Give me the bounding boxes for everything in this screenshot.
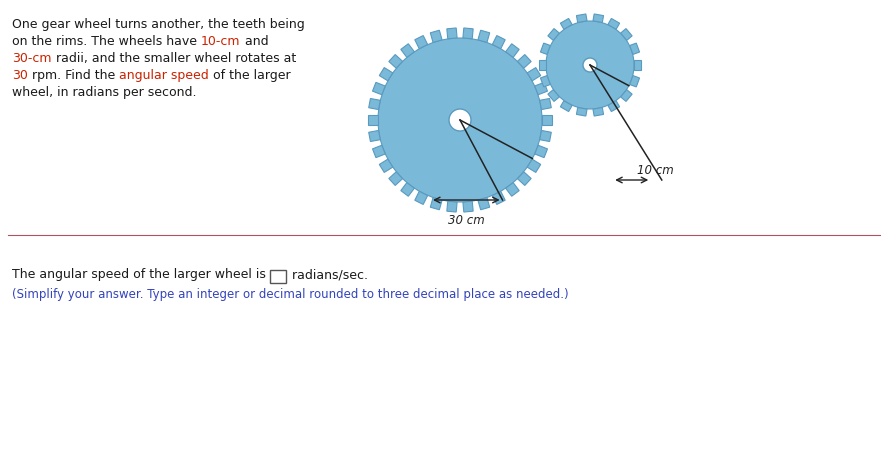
Polygon shape (379, 67, 392, 81)
Text: (Simplify your answer. Type an integer or decimal rounded to three decimal place: (Simplify your answer. Type an integer o… (12, 288, 568, 301)
Text: One gear wheel turns another, the teeth being: One gear wheel turns another, the teeth … (12, 18, 305, 31)
Polygon shape (447, 28, 457, 39)
Polygon shape (400, 44, 415, 57)
Polygon shape (542, 116, 552, 125)
Polygon shape (379, 159, 392, 172)
Text: The angular speed of the larger wheel is: The angular speed of the larger wheel is (12, 268, 270, 281)
Polygon shape (505, 182, 519, 196)
Text: 30: 30 (12, 69, 28, 82)
Text: 30 cm: 30 cm (448, 214, 485, 227)
Polygon shape (560, 101, 572, 111)
Text: angular speed: angular speed (119, 69, 209, 82)
Polygon shape (527, 159, 541, 172)
Polygon shape (400, 182, 415, 196)
Polygon shape (368, 116, 378, 125)
Polygon shape (634, 60, 641, 70)
Polygon shape (447, 201, 457, 212)
Polygon shape (541, 76, 551, 87)
Polygon shape (431, 30, 442, 43)
Text: 30-cm: 30-cm (12, 52, 52, 65)
Polygon shape (535, 145, 548, 158)
Text: 10-cm: 10-cm (201, 35, 241, 48)
Polygon shape (548, 90, 559, 102)
Bar (270, 270, 286, 283)
Polygon shape (389, 55, 402, 68)
Polygon shape (548, 29, 559, 40)
Polygon shape (608, 101, 620, 111)
Polygon shape (593, 14, 604, 23)
Circle shape (546, 21, 634, 109)
Polygon shape (535, 82, 548, 95)
Polygon shape (369, 98, 380, 109)
Polygon shape (630, 43, 639, 55)
Polygon shape (372, 82, 385, 95)
Polygon shape (415, 36, 428, 49)
Text: rpm. Find the: rpm. Find the (28, 69, 119, 82)
Polygon shape (630, 76, 639, 87)
Text: on the rims. The wheels have: on the rims. The wheels have (12, 35, 201, 48)
Polygon shape (415, 191, 428, 205)
Polygon shape (527, 67, 541, 81)
Polygon shape (539, 60, 546, 70)
Polygon shape (478, 30, 489, 43)
Polygon shape (389, 172, 402, 185)
Polygon shape (431, 198, 442, 210)
Polygon shape (478, 198, 489, 210)
Polygon shape (576, 108, 587, 116)
Polygon shape (518, 55, 531, 68)
Text: and: and (241, 35, 268, 48)
Polygon shape (608, 18, 620, 29)
Circle shape (583, 58, 597, 72)
Polygon shape (372, 145, 385, 158)
Text: radians/sec.: radians/sec. (288, 268, 368, 281)
Polygon shape (463, 28, 473, 39)
Polygon shape (492, 36, 505, 49)
Polygon shape (492, 191, 505, 205)
Polygon shape (541, 43, 551, 55)
Polygon shape (576, 14, 587, 23)
Polygon shape (621, 29, 632, 40)
Polygon shape (560, 18, 572, 29)
Polygon shape (463, 201, 473, 212)
Circle shape (449, 109, 471, 131)
Polygon shape (621, 90, 632, 102)
Polygon shape (369, 130, 380, 141)
Text: 10 cm: 10 cm (637, 164, 673, 177)
Polygon shape (593, 108, 604, 116)
Text: radii, and the smaller wheel rotates at: radii, and the smaller wheel rotates at (52, 52, 296, 65)
Text: wheel, in radians per second.: wheel, in radians per second. (12, 86, 196, 99)
Circle shape (378, 38, 542, 202)
Text: of the larger: of the larger (209, 69, 290, 82)
Polygon shape (505, 44, 519, 57)
Polygon shape (540, 98, 551, 109)
Polygon shape (518, 172, 531, 185)
Polygon shape (540, 130, 551, 141)
